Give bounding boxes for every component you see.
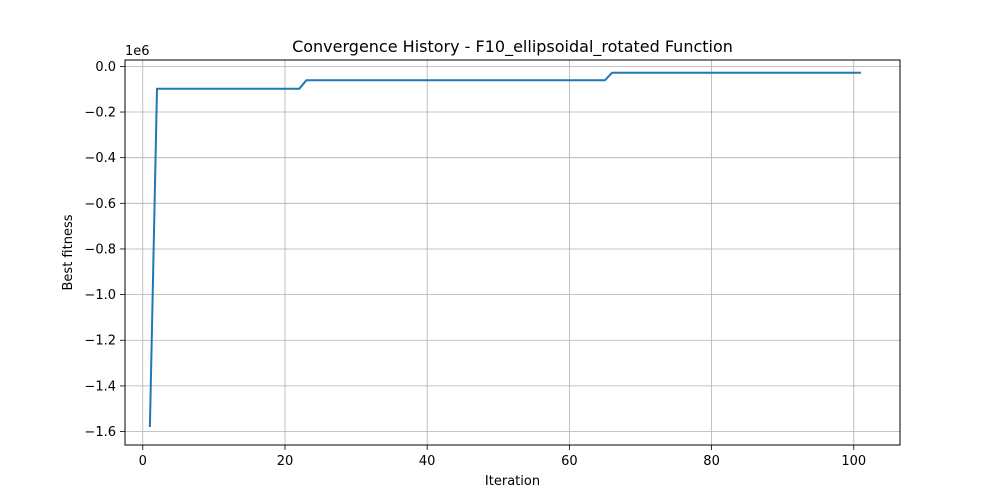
y-tick-label: −1.4 [84,379,116,394]
series-line [148,71,861,428]
y-tick-label: −0.4 [84,151,116,166]
x-tick-label: 40 [419,454,436,469]
y-tick-label: −0.6 [84,197,116,212]
x-tick-label: 60 [561,454,578,469]
chart-title: Convergence History - F10_ellipsoidal_ro… [292,37,733,57]
y-tick-label: −0.2 [84,106,116,121]
y-tick-label: −1.0 [84,288,116,303]
grid [125,60,900,445]
y-tick-label: −1.6 [84,425,116,440]
y-tick-label: −0.8 [84,242,116,257]
x-axis-label: Iteration [485,474,540,489]
y-offset-label: 1e6 [125,44,150,59]
y-tick-label: −1.2 [84,334,116,349]
axes: 0 20 40 60 80 100 −1.6 −1.4 −1.2 −1.0 −0.8 −0.6 −0.4… [84,60,866,469]
x-tick-label: 100 [841,454,866,469]
x-tick-label: 80 [703,454,720,469]
y-axis-label: Best fitness [61,214,76,290]
y-tick-label: 0.0 [95,60,116,75]
plot-frame [124,59,901,446]
series-layer [148,71,861,428]
x-tick-label: 20 [277,454,294,469]
x-tick-label: 0 [139,454,147,469]
